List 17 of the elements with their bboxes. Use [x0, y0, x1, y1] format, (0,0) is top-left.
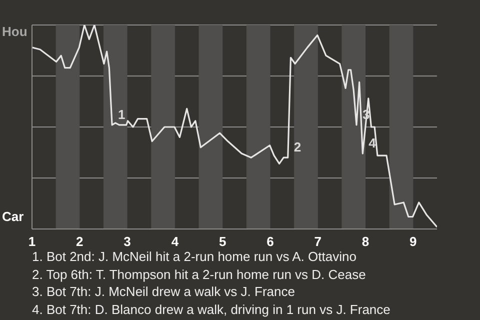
text: Car: [2, 209, 24, 224]
annotation: 2: [294, 140, 302, 155]
x-tick-label: 7: [314, 234, 322, 250]
text: 2. Top 6th: T. Thompson hit a 2-run home run vs D. Cease: [32, 266, 367, 283]
x-tick-label: 4: [171, 234, 180, 250]
x-tick-label: 1: [28, 234, 36, 250]
text: 4. Bot 7th: D. Blanco drew a walk, driving in 1 run vs J. France: [32, 300, 390, 318]
x-tick-label: 9: [410, 234, 417, 250]
x-tick-label: 2: [76, 234, 84, 250]
text: 1. Bot 2nd: J. McNeil hit a 2-run home run vs A. Ottavino: [32, 248, 358, 266]
text: Hou: [2, 24, 28, 39]
x-tick-label: 5: [218, 234, 226, 250]
x-tick-label: 3: [124, 234, 131, 250]
text: 3. Bot 7th: J. McNeil drew a walk vs J. France: [32, 283, 296, 300]
annotation: 1: [118, 106, 126, 122]
x-tick-label: 6: [266, 234, 274, 250]
x-tick-label: 8: [362, 234, 370, 250]
